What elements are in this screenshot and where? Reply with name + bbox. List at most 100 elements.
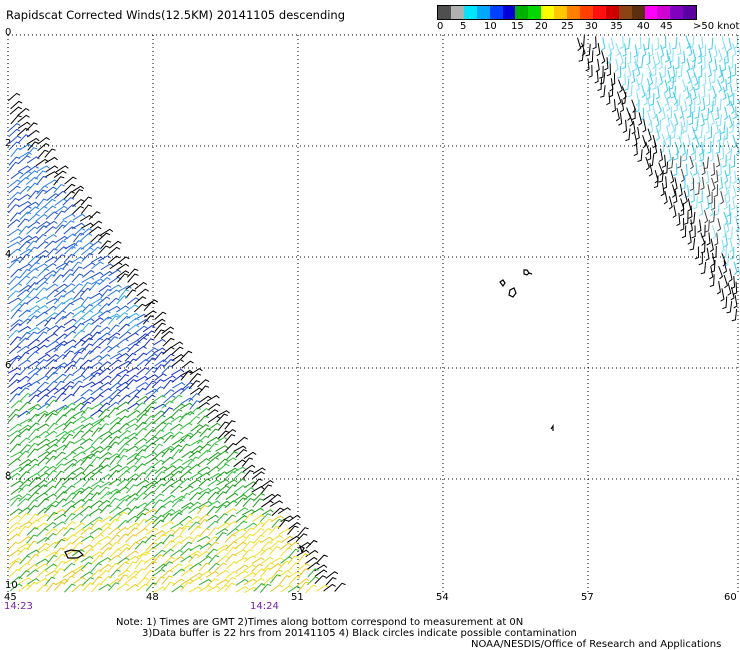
wind-barb (242, 513, 254, 524)
wind-barb (25, 176, 39, 185)
wind-barb (206, 578, 219, 587)
wind-barb (80, 527, 93, 536)
wind-barb (91, 317, 104, 325)
wind-barb (681, 50, 686, 64)
wind-barb (98, 361, 112, 370)
wind-barb (71, 297, 85, 304)
wind-barb (63, 330, 77, 339)
wind-barb (127, 389, 141, 397)
wind-barb (225, 546, 238, 556)
wind-barb (116, 401, 130, 409)
wind-barb (44, 430, 58, 438)
wind-barb (116, 448, 129, 458)
wind-barb (225, 484, 237, 494)
wind-barb (188, 521, 200, 531)
wind-barb (288, 575, 301, 586)
legend-label-1: 5 (460, 21, 467, 32)
wind-barb (234, 494, 248, 502)
wind-barb (17, 177, 30, 186)
wind-barb (153, 549, 166, 558)
wind-barb (72, 451, 86, 458)
wind-barb (98, 457, 110, 467)
wind-barb (34, 263, 48, 270)
wind-swath-right (576, 34, 740, 322)
wind-barb (73, 528, 86, 536)
wind-barb (709, 203, 714, 217)
wind-barb (108, 269, 122, 277)
wind-barb (153, 483, 166, 493)
island-outlines (64, 269, 554, 559)
wind-barb (241, 457, 254, 467)
wind-barb (36, 185, 49, 195)
wind-barb (109, 490, 121, 500)
wind-barb (679, 105, 684, 119)
wind-barb (181, 382, 194, 391)
wind-barb (144, 534, 157, 544)
wind-barb (71, 459, 85, 467)
wind-barb (216, 458, 229, 468)
wind-barb (179, 386, 192, 395)
wind-barb (641, 84, 646, 99)
wind-barb (316, 554, 328, 564)
wind-barb (16, 345, 30, 354)
wind-barb (25, 407, 38, 416)
wind-barb (9, 443, 21, 453)
wind-barb (37, 498, 50, 508)
wind-barb (163, 556, 176, 566)
wind-barb (731, 197, 736, 211)
wind-barb (89, 220, 103, 229)
wind-barb (687, 198, 692, 212)
wind-barb (63, 226, 76, 235)
wind-barb (217, 421, 229, 431)
wind-barb (736, 233, 740, 247)
wind-barb (601, 37, 606, 51)
wind-barb (178, 465, 192, 474)
wind-barb (81, 337, 93, 347)
wind-barb (152, 519, 165, 529)
wind-barb (154, 505, 166, 515)
wind-barb (242, 464, 256, 473)
wind-barb (82, 350, 94, 360)
wind-barb (706, 232, 711, 246)
wind-barb (680, 217, 685, 231)
wind-barb (170, 549, 184, 558)
wind-barb (126, 484, 138, 494)
wind-barb (153, 364, 165, 374)
wind-barb (71, 351, 83, 361)
wind-barb (45, 165, 59, 173)
wind-barb (126, 457, 140, 465)
wind-barb (73, 232, 85, 243)
wind-barb (61, 311, 75, 320)
wind-barb (80, 486, 93, 495)
wind-barb (216, 410, 230, 417)
legend-swatch-18 (670, 6, 684, 19)
wind-barb (116, 478, 130, 487)
wind-barb (27, 472, 41, 480)
wind-barb (224, 471, 236, 481)
wind-barb (10, 268, 23, 278)
wind-barb (26, 351, 39, 360)
wind-barb (16, 302, 29, 312)
wind-barb (143, 301, 156, 312)
wind-barb (296, 578, 310, 586)
wind-barb (334, 582, 346, 592)
wind-barb (8, 549, 22, 557)
wind-barb (53, 254, 66, 263)
wind-barb (61, 477, 75, 486)
wind-barb (106, 313, 121, 320)
wind-barb (199, 542, 213, 550)
wind-barb (89, 355, 103, 363)
wind-barb (80, 544, 94, 552)
wind-barb (37, 542, 50, 551)
wind-barb (88, 422, 102, 431)
wind-barb (8, 248, 22, 257)
wind-barb (80, 535, 94, 543)
wind-barb (54, 362, 68, 370)
wind-barb (62, 350, 74, 360)
wind-barb (171, 526, 184, 536)
wind-barb (142, 315, 155, 325)
wind-barb (46, 500, 60, 509)
wind-barb (694, 182, 700, 196)
wind-barb (189, 577, 203, 584)
wind-barb (181, 450, 195, 459)
